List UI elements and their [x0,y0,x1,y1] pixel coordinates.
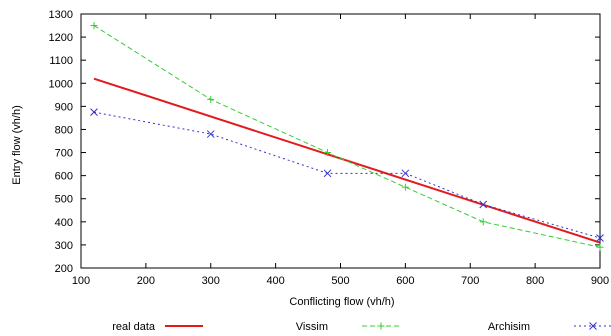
legend: real data Vissim Archisim [112,321,611,333]
series-line-archisim [93,111,601,239]
x-tick-label: 600 [396,275,414,287]
series-lines [90,22,604,251]
series-line-vissim [93,25,601,248]
x-axis-label: Conflicting flow (vh/h) [289,296,394,308]
y-tick-label: 1200 [49,32,73,44]
axis-ticks: 100 200 300 400 500 600 700 800 9002003004005006… [49,9,610,287]
x-tick-label: 100 [72,275,90,287]
y-axis-label: Entry flow (vh/h) [11,105,23,184]
legend-label-archisim: Archisim [488,321,530,333]
y-tick-label: 200 [55,263,73,275]
series-vissim [90,22,604,251]
data-point-archisim [401,169,410,178]
x-tick-label: 400 [266,275,284,287]
y-tick-label: 600 [55,171,73,183]
x-tick-label: 800 [526,275,544,287]
x-tick-label: 700 [461,275,479,287]
series-archisim [90,108,604,242]
data-point-archisim [479,200,488,209]
y-tick-label: 300 [55,240,73,252]
series-line-real-data [93,77,601,244]
y-tick-label: 1300 [49,9,73,21]
y-tick-label: 1100 [49,55,73,67]
y-tick-label: 500 [55,194,73,206]
y-tick-label: 800 [55,124,73,136]
legend-item-real-data: real data [112,321,203,333]
legend-label-real-data: real data [112,321,156,333]
x-tick-label: 500 [331,275,349,287]
y-tick-label: 900 [55,101,73,113]
x-tick-label: 200 [137,275,155,287]
data-point-archisim [206,130,215,138]
data-point-archisim [596,234,604,242]
y-tick-label: 700 [55,148,73,160]
legend-item-archisim: Archisim [488,321,611,333]
y-tick-label: 1000 [49,78,73,90]
data-point-archisim [90,108,98,116]
x-tick-label: 900 [591,275,609,287]
y-tick-label: 400 [55,217,73,229]
series-real-data [93,77,601,244]
legend-item-vissim: Vissim [296,321,400,333]
x-tick-label: 300 [202,275,220,287]
legend-label-vissim: Vissim [296,321,328,333]
data-point-archisim [323,169,332,178]
legend-marker-archisim [589,322,597,330]
